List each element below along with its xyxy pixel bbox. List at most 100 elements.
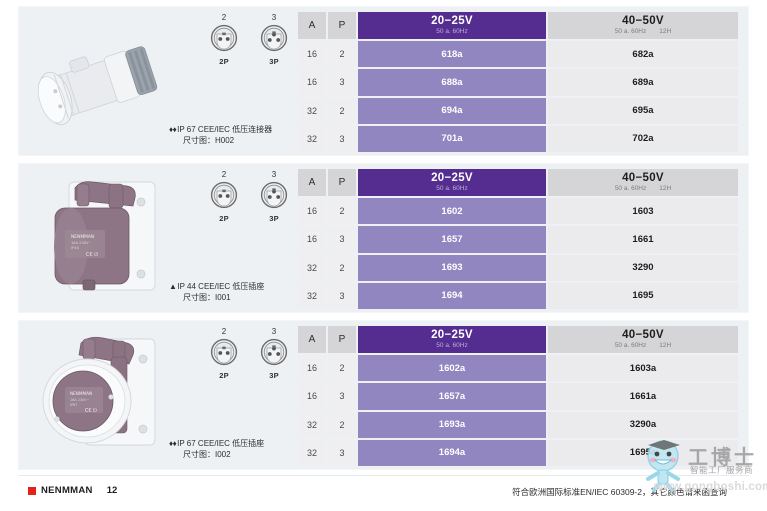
voltage-range-label: 20−25V bbox=[431, 329, 473, 341]
table-row: 16 2 1602 1603 bbox=[298, 198, 738, 225]
cell-amperage: 16 bbox=[298, 226, 326, 253]
cell-part-number-40-50v: 702a bbox=[548, 125, 738, 152]
pin-count-number: 2 bbox=[221, 170, 227, 179]
cell-poles: 2 bbox=[328, 41, 356, 68]
cell-part-number-20-25v: 1657 bbox=[358, 226, 546, 253]
product-section-1: 2 2P 3 bbox=[18, 6, 749, 156]
header-voltage-40-50: 40−50V 50 a. 60Hz 12H bbox=[548, 12, 738, 39]
pin-face-3p-icon bbox=[260, 181, 288, 209]
pin-label-2p: 2P bbox=[219, 214, 229, 223]
svg-text:NENMMAN: NENMMAN bbox=[71, 234, 94, 240]
cell-part-number-20-25v: 688a bbox=[358, 69, 546, 96]
table-header-row: A P 20−25V 50 a. 60Hz 40−50V 50 a. 60Hz 1… bbox=[298, 169, 738, 196]
cell-part-number-20-25v: 618a bbox=[358, 41, 546, 68]
header-amperage: A bbox=[298, 169, 326, 196]
ip-rating-mark-icon: ♦♦ bbox=[169, 125, 177, 134]
cell-poles: 3 bbox=[328, 69, 356, 96]
product-photo-2: NENMMAN 16A 230V~ IP44 C€ ⏻ bbox=[25, 168, 175, 310]
cell-amperage: 16 bbox=[298, 383, 326, 410]
clock-position-label: 12H bbox=[659, 342, 672, 349]
pin-label-2p: 2P bbox=[219, 371, 229, 380]
ip-rating-mark-icon: ▲ bbox=[169, 282, 177, 291]
cell-amperage: 32 bbox=[298, 254, 326, 281]
cell-part-number-40-50v: 3290 bbox=[548, 254, 738, 281]
product-title: IP 44 CEE/IEC 低压插座 bbox=[177, 282, 265, 291]
cell-part-number-40-50v: 1603 bbox=[548, 198, 738, 225]
header-poles: P bbox=[328, 326, 356, 353]
frequency-label: 50 a. 60Hz bbox=[436, 342, 468, 349]
svg-text:IP44: IP44 bbox=[71, 246, 80, 250]
cell-poles: 2 bbox=[328, 355, 356, 382]
pin-diagram-3p: 3 3P bbox=[254, 327, 294, 380]
cell-part-number-40-50v: 1695a bbox=[548, 439, 738, 466]
cell-amperage: 32 bbox=[298, 125, 326, 152]
header-amperage: A bbox=[298, 326, 326, 353]
standards-note: 符合欧洲国际标准EN/IEC 60309-2，其它颜色请来函查询 bbox=[512, 487, 727, 497]
pin-diagram-2p: 2 2P bbox=[204, 170, 244, 223]
header-voltage-20-25: 20−25V 50 a. 60Hz bbox=[358, 169, 546, 196]
cell-amperage: 32 bbox=[298, 97, 326, 124]
table-header-row: A P 20−25V 50 a. 60Hz 40−50V 50 a. 60Hz 1… bbox=[298, 326, 738, 353]
pin-label-3p: 3P bbox=[269, 57, 279, 66]
product-title: IP 67 CEE/IEC 低压连接器 bbox=[177, 125, 273, 134]
brand-square-icon bbox=[28, 486, 36, 495]
voltage-range-label: 40−50V bbox=[622, 172, 664, 184]
table-row: 32 2 694a 695a bbox=[298, 97, 738, 124]
header-voltage-40-50: 40−50V 50 a. 60Hz 12H bbox=[548, 326, 738, 353]
svg-text:C€ ⏻: C€ ⏻ bbox=[86, 252, 98, 258]
cell-poles: 2 bbox=[328, 97, 356, 124]
table-header-row: A P 20−25V 50 a. 60Hz 40−50V 50 a. 60Hz 1… bbox=[298, 12, 738, 39]
pin-face-3p-icon bbox=[260, 338, 288, 366]
pin-face-2p-icon bbox=[210, 24, 238, 52]
svg-text:C€ ⏻: C€ ⏻ bbox=[85, 408, 97, 414]
clock-position-label: 12H bbox=[659, 185, 672, 192]
svg-text:IP67: IP67 bbox=[70, 403, 77, 407]
cell-amperage: 32 bbox=[298, 439, 326, 466]
cell-part-number-20-25v: 1693a bbox=[358, 411, 546, 438]
header-amperage: A bbox=[298, 12, 326, 39]
pin-label-3p: 3P bbox=[269, 214, 279, 223]
pin-label-2p: 2P bbox=[219, 57, 229, 66]
svg-text:NENMMAN: NENMMAN bbox=[70, 391, 92, 396]
cell-amperage: 16 bbox=[298, 198, 326, 225]
ip-rating-mark-icon: ♦♦ bbox=[169, 439, 177, 448]
table-row: 32 3 701a 702a bbox=[298, 125, 738, 152]
cell-amperage: 16 bbox=[298, 69, 326, 96]
pin-diagram-3p: 3 3P bbox=[254, 170, 294, 223]
header-voltage-20-25: 20−25V 50 a. 60Hz bbox=[358, 12, 546, 39]
pin-diagram-group-3: 2 2P 3 bbox=[184, 327, 312, 380]
cell-part-number-20-25v: 1602a bbox=[358, 355, 546, 382]
dimension-drawing-ref: 尺寸图：I001 bbox=[183, 293, 231, 302]
pin-diagram-2p: 2 2P bbox=[204, 13, 244, 66]
table-row: 16 2 1602a 1603a bbox=[298, 355, 738, 382]
voltage-range-label: 40−50V bbox=[622, 15, 664, 27]
spec-table-2: A P 20−25V 50 a. 60Hz 40−50V 50 a. 60Hz 1… bbox=[298, 169, 738, 309]
cell-part-number-20-25v: 1602 bbox=[358, 198, 546, 225]
table-row: 32 2 1693a 3290a bbox=[298, 411, 738, 438]
frequency-label: 50 a. 60Hz bbox=[614, 185, 647, 192]
table-row: 32 2 1693 3290 bbox=[298, 254, 738, 281]
cell-part-number-40-50v: 3290a bbox=[548, 411, 738, 438]
header-voltage-40-50: 40−50V 50 a. 60Hz 12H bbox=[548, 169, 738, 196]
cell-poles: 3 bbox=[328, 125, 356, 152]
cell-poles: 3 bbox=[328, 226, 356, 253]
cell-part-number-40-50v: 1661 bbox=[548, 226, 738, 253]
header-voltage-20-25: 20−25V 50 a. 60Hz bbox=[358, 326, 546, 353]
dimension-drawing-ref: 尺寸图：H002 bbox=[183, 136, 235, 145]
cell-poles: 2 bbox=[328, 254, 356, 281]
cell-part-number-40-50v: 1603a bbox=[548, 355, 738, 382]
table-row: 16 3 1657 1661 bbox=[298, 226, 738, 253]
cell-part-number-20-25v: 1693 bbox=[358, 254, 546, 281]
spec-table-3: A P 20−25V 50 a. 60Hz 40−50V 50 a. 60Hz 1… bbox=[298, 326, 738, 466]
footer-divider bbox=[18, 475, 749, 476]
pin-count-number: 3 bbox=[271, 170, 277, 179]
cell-part-number-20-25v: 1694a bbox=[358, 439, 546, 466]
cell-poles: 3 bbox=[328, 282, 356, 309]
cell-part-number-40-50v: 695a bbox=[548, 97, 738, 124]
pin-count-number: 2 bbox=[221, 327, 227, 336]
cell-amperage: 32 bbox=[298, 282, 326, 309]
svg-text:16A 230V~: 16A 230V~ bbox=[70, 398, 90, 402]
cell-part-number-20-25v: 1657a bbox=[358, 383, 546, 410]
cell-part-number-20-25v: 1694 bbox=[358, 282, 546, 309]
